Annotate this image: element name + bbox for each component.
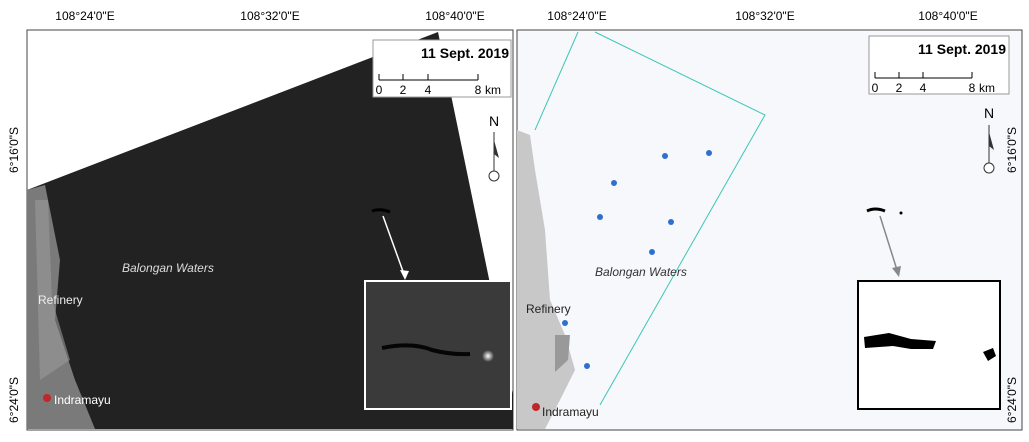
lat-label: 6°16'0"S bbox=[7, 127, 21, 173]
sar-panel: 108°24'0"E 108°32'0"E 108°40'0"E 6°16'0"… bbox=[7, 9, 513, 430]
map-figure: 108°24'0"E 108°32'0"E 108°40'0"E 6°16'0"… bbox=[0, 0, 1029, 437]
scale-label: 4 bbox=[425, 83, 432, 97]
scale-label: 0 bbox=[376, 83, 383, 97]
date: 11 Sept. 2019 bbox=[918, 41, 1006, 57]
scale-label: 4 bbox=[920, 81, 927, 95]
place-label: Balongan Waters bbox=[122, 261, 214, 275]
scale-label: 2 bbox=[400, 83, 407, 97]
scale-label: 8 bbox=[969, 81, 976, 95]
lon-label: 108°24'0"E bbox=[55, 9, 114, 23]
classified-panel: 108°24'0"E 108°32'0"E 108°40'0"E 6°16'0"… bbox=[517, 9, 1022, 430]
scale-label: 0 bbox=[872, 81, 879, 95]
lon-label: 108°40'0"E bbox=[918, 9, 977, 23]
place-label: Indramayu bbox=[542, 405, 599, 419]
place-label: Refinery bbox=[526, 302, 571, 316]
inset bbox=[365, 281, 511, 409]
scale-label: 8 bbox=[475, 83, 482, 97]
place-label: Indramayu bbox=[54, 393, 111, 407]
scale-label: 2 bbox=[896, 81, 903, 95]
place-label: Refinery bbox=[38, 293, 83, 307]
date: 11 Sept. 2019 bbox=[421, 45, 509, 61]
lon-label: 108°24'0"E bbox=[547, 9, 606, 23]
lat-label: 6°24'0"S bbox=[7, 377, 21, 423]
lon-label: 108°40'0"E bbox=[425, 9, 484, 23]
lon-label: 108°32'0"E bbox=[735, 9, 794, 23]
lat-label: 6°16'0"S bbox=[1005, 127, 1019, 173]
lat-label: 6°24'0"S bbox=[1005, 377, 1019, 423]
north-arrow: N bbox=[489, 113, 499, 129]
north-arrow: N bbox=[984, 105, 994, 121]
scale-unit: km bbox=[485, 83, 501, 97]
lon-label: 108°32'0"E bbox=[240, 9, 299, 23]
place-label: Balongan Waters bbox=[595, 265, 687, 279]
scale-unit: km bbox=[979, 81, 995, 95]
